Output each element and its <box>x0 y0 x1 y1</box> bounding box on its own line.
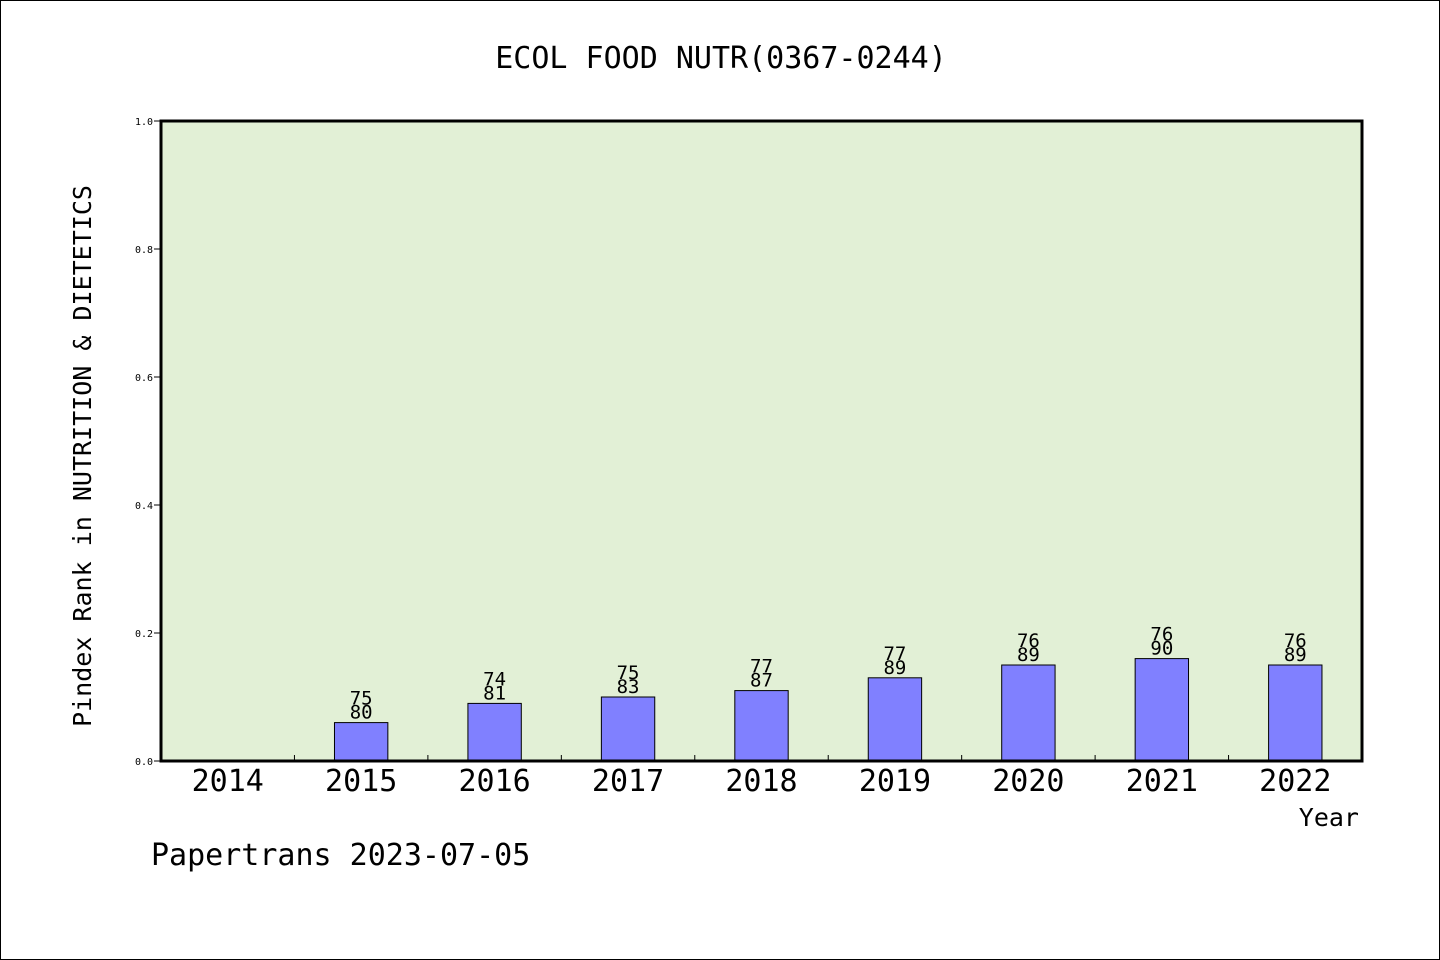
data-label-bottom: 89 <box>1284 644 1307 666</box>
plot-area <box>161 121 1362 761</box>
x-axis-label: Year <box>1299 803 1359 832</box>
bar-2021 <box>1134 658 1190 762</box>
bar-2018 <box>734 690 789 762</box>
data-label-top: 76 <box>1150 624 1173 646</box>
data-label-bottom: 90 <box>1150 638 1173 660</box>
y-tick-label: 0.8 <box>135 245 153 256</box>
data-label-top: 74 <box>483 668 506 690</box>
y-tick-label: 1.0 <box>135 117 153 128</box>
plot-border <box>159 119 1364 763</box>
bar-2016 <box>467 702 522 762</box>
x-tick-label: 2022 <box>1259 764 1331 799</box>
bar-2020 <box>1001 664 1056 762</box>
x-tick-label: 2020 <box>992 764 1064 799</box>
axis-ticks: 0.0 0.2 0.4 0.6 0.8 1.0 2014 2015 2016 2017 2018 20… <box>135 117 1331 799</box>
bar-2022 <box>1268 664 1323 762</box>
data-label-top: 77 <box>750 656 773 678</box>
y-tick-label: 0.4 <box>135 501 153 512</box>
data-label-top: 75 <box>617 662 640 684</box>
data-label-bottom: 81 <box>483 682 506 704</box>
bars <box>333 658 1323 762</box>
x-tick-label: 2018 <box>725 764 797 799</box>
data-label-bottom: 80 <box>350 702 373 724</box>
x-tick-label: 2015 <box>325 764 397 799</box>
x-tick-label: 2016 <box>458 764 530 799</box>
x-tick-label: 2017 <box>592 764 664 799</box>
bar-2017 <box>600 696 656 762</box>
data-label-top: 76 <box>1017 630 1040 652</box>
bar-2019 <box>867 677 923 762</box>
data-label-bottom: 83 <box>617 676 640 698</box>
x-tick-label: 2014 <box>192 764 264 799</box>
data-label-bottom: 89 <box>1017 644 1040 666</box>
data-label-top: 75 <box>350 688 373 710</box>
y-axis-label: Pindex Rank in NUTRITION & DIETETICS <box>68 185 97 727</box>
y-tick-label: 0.2 <box>135 629 153 640</box>
data-label-bottom: 89 <box>883 657 906 679</box>
data-label-top: 76 <box>1284 630 1307 652</box>
data-label-bottom: 87 <box>750 670 773 692</box>
x-tick-label: 2019 <box>859 764 931 799</box>
x-tick-label: 2021 <box>1126 764 1198 799</box>
y-tick-label: 0.6 <box>135 373 153 384</box>
y-tick-label: 0.0 <box>135 757 153 768</box>
footer-text: Papertrans 2023-07-05 <box>151 838 530 873</box>
data-label-top: 77 <box>883 643 906 665</box>
bar-2015 <box>333 722 389 762</box>
chart-title: ECOL FOOD NUTR(0367-0244) <box>495 41 947 76</box>
